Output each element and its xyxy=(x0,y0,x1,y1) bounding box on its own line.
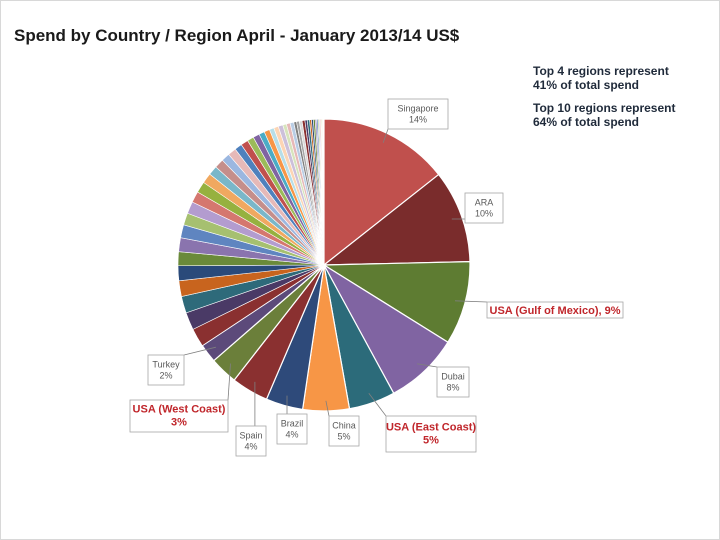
note-top4: Top 4 regions represent 41% of total spe… xyxy=(533,64,713,92)
note-top4-line1: Top 4 regions represent xyxy=(533,64,669,78)
leader-line-usa-gulf-of-mexico xyxy=(454,300,488,303)
data-label-usa-west-coast: 3% xyxy=(171,417,187,429)
leader-line-usa-east-coast xyxy=(368,392,387,417)
category-label-usa-west-coast: USA (West Coast) xyxy=(133,404,226,416)
note-top4-line2: 41% of total spend xyxy=(533,78,640,92)
category-label-china: China xyxy=(332,421,356,431)
category-label-turkey: Turkey xyxy=(152,360,180,370)
data-label-singapore: 14% xyxy=(409,115,427,125)
leader-line-dubai xyxy=(417,363,438,368)
callout-box-singapore xyxy=(387,98,449,130)
callout-box-ara xyxy=(464,192,504,224)
category-label-singapore: Singapore xyxy=(397,104,438,114)
category-label-ara: ARA xyxy=(475,198,494,208)
category-label-spain: Spain xyxy=(239,431,262,441)
pie-slice-ara xyxy=(322,173,471,266)
category-label-brazil: Brazil xyxy=(281,419,304,429)
note-top10: Top 10 regions represent 64% of total sp… xyxy=(533,101,713,129)
data-label-turkey: 2% xyxy=(159,371,172,381)
data-label-usa-gulf-of-mexico: USA (Gulf of Mexico), 9% xyxy=(490,305,621,317)
category-label-usa-east-coast: USA (East Coast) xyxy=(386,422,476,434)
chart-title: Spend by Country / Region April - Januar… xyxy=(14,26,460,45)
note-top10-line2: 64% of total spend xyxy=(533,115,640,129)
callout-box-usa-west-coast xyxy=(129,399,229,433)
data-label-ara: 10% xyxy=(475,209,493,219)
data-label-spain: 4% xyxy=(244,442,257,452)
data-label-dubai: 8% xyxy=(446,383,459,393)
pie-slices xyxy=(177,118,471,412)
leader-line-china xyxy=(325,400,330,417)
leader-line-singapore xyxy=(382,128,389,143)
leader-line-turkey xyxy=(183,346,216,356)
pie-slice-usa-gulf-of-mexico xyxy=(321,260,471,344)
summary-notes: Top 4 regions represent 41% of total spe… xyxy=(533,64,713,138)
callout-box-usa-east-coast xyxy=(385,415,477,453)
callout-box-spain xyxy=(235,425,267,457)
pie-slice-singapore xyxy=(323,118,440,267)
leader-line-usa-west-coast xyxy=(227,363,231,401)
data-label-brazil: 4% xyxy=(285,430,298,440)
callout-box-brazil xyxy=(276,413,308,445)
data-label-china: 5% xyxy=(337,432,350,442)
leader-lines xyxy=(183,128,488,427)
data-label-usa-east-coast: 5% xyxy=(423,435,439,447)
note-top10-line1: Top 10 regions represent xyxy=(533,101,676,115)
callout-box-turkey xyxy=(147,354,185,386)
category-label-dubai: Dubai xyxy=(441,372,465,382)
callout-box-china xyxy=(328,415,360,447)
callout-box-usa-gulf-of-mexico xyxy=(486,301,624,319)
callout-box-dubai xyxy=(436,366,470,398)
